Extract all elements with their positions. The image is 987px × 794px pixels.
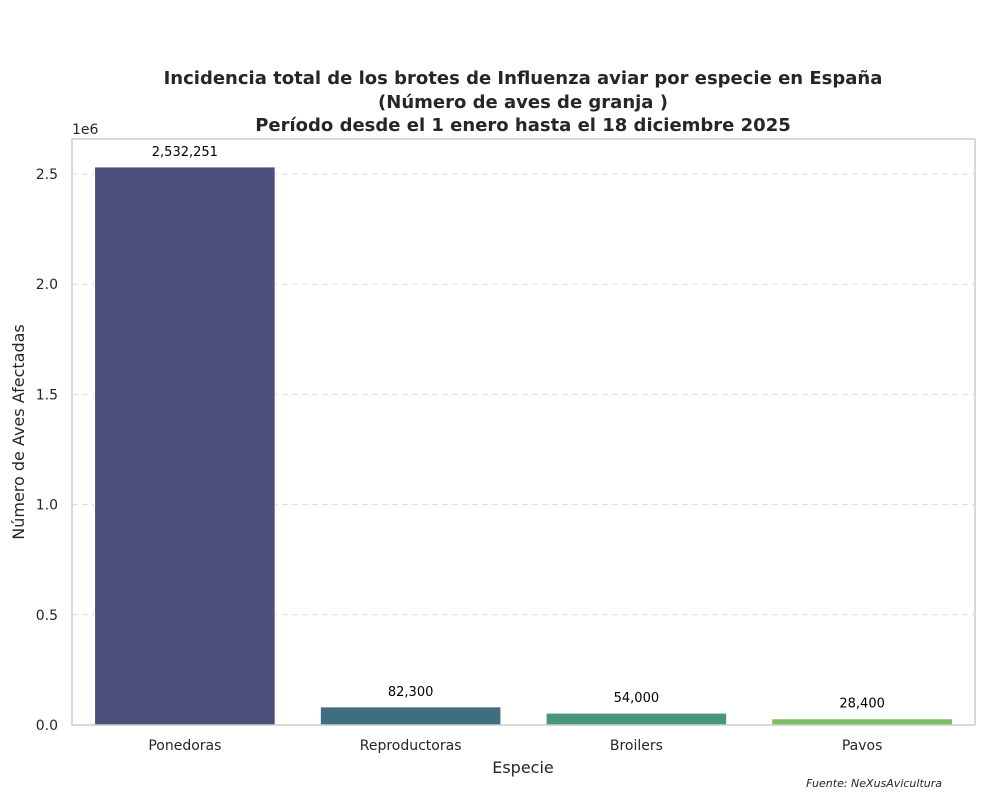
- data-label: 28,400: [839, 697, 885, 712]
- x-tick-label: Pavos: [842, 738, 883, 754]
- y-tick-label: 2.0: [36, 277, 58, 293]
- y-tick-label: 1.0: [36, 498, 58, 514]
- data-label: 82,300: [388, 685, 434, 700]
- plot-frame: [71, 138, 976, 726]
- chart-title-line-2: (Número de aves de granja ): [378, 92, 668, 113]
- bar-ponedoras: [94, 166, 276, 726]
- y-tick-label: 0.5: [36, 608, 58, 624]
- y-tick-label: 2.5: [36, 167, 58, 183]
- bar-reproductoras: [319, 706, 502, 726]
- source-note: Fuente: NeXusAvicultura: [806, 777, 942, 790]
- x-tick-label: Ponedoras: [148, 738, 221, 754]
- data-labels: 2,532,251 82,300 54,000 28,400: [152, 145, 885, 712]
- y-offset-label: 1e6: [72, 122, 99, 138]
- y-axis-ticks: 0.0 0.5 1.0 1.5 2.0 2.5: [36, 167, 58, 734]
- chart-title-line-3: Período desde el 1 enero hasta el 18 dic…: [255, 115, 791, 136]
- y-tick-label: 0.0: [36, 718, 58, 734]
- y-axis-label: Número de Aves Afectadas: [9, 324, 28, 540]
- bar-pavos: [771, 718, 953, 726]
- y-tick-label: 1.5: [36, 387, 58, 403]
- bars: [94, 166, 953, 726]
- chart-title-line-1: Incidencia total de los brotes de Influe…: [164, 68, 883, 89]
- x-axis-ticks: Ponedoras Reproductoras Broilers Pavos: [148, 738, 882, 754]
- x-axis-label: Especie: [492, 758, 554, 777]
- chart-title: Incidencia total de los brotes de Influe…: [164, 68, 883, 136]
- bar-broilers: [545, 712, 728, 726]
- x-tick-label: Broilers: [610, 738, 663, 754]
- data-label: 2,532,251: [152, 145, 218, 160]
- data-label: 54,000: [614, 691, 660, 706]
- x-tick-label: Reproductoras: [360, 738, 462, 754]
